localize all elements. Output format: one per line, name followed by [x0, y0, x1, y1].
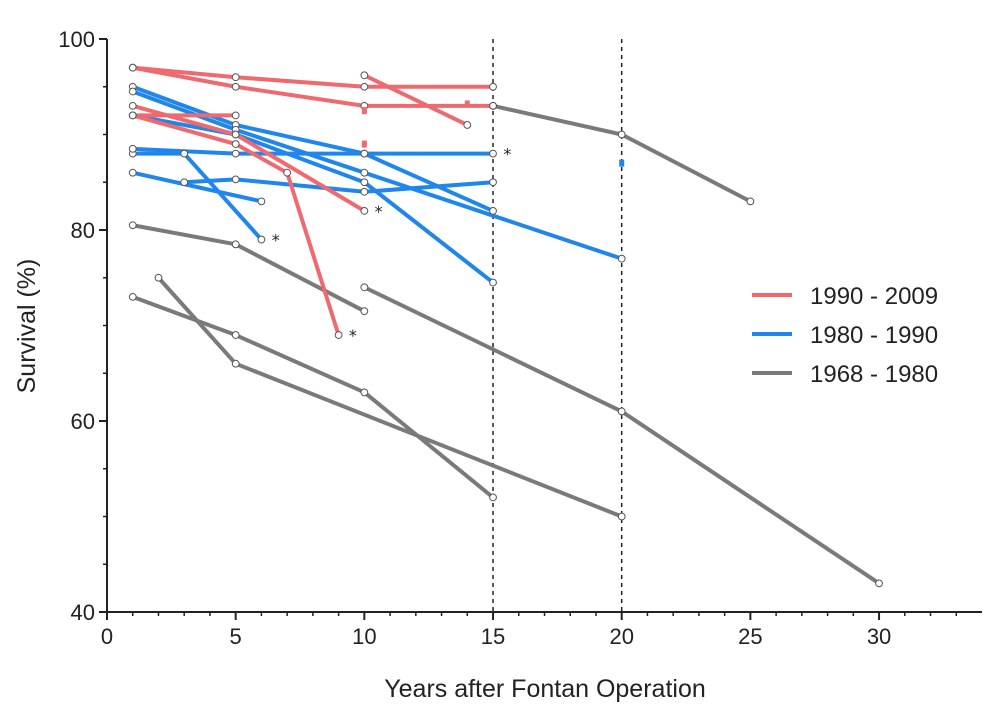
reference-lines	[492, 39, 623, 612]
square-marker-0	[361, 107, 367, 115]
data-point-1-1	[231, 240, 240, 249]
x-tick-label-30: 30	[867, 624, 891, 649]
series-line-16	[130, 113, 341, 338]
data-point-16-1	[231, 140, 240, 148]
data-point-11-3	[489, 178, 497, 187]
legend-label-1: 1980 - 1990	[810, 322, 938, 349]
series-line-12	[130, 65, 496, 89]
x-tick-label-0: 0	[101, 624, 113, 649]
series-line-4	[130, 294, 496, 500]
data-point-4-0	[128, 292, 137, 301]
data-point-4-1	[231, 331, 240, 339]
series-line-5	[130, 84, 496, 213]
data-point-16-2	[283, 168, 292, 177]
data-point-9-0	[128, 168, 137, 177]
data-point-4-2	[360, 388, 369, 397]
legend-label-0: 1990 - 2009	[810, 283, 938, 310]
data-point-17-0	[128, 111, 137, 120]
legend-label-2: 1968 - 1980	[810, 361, 938, 388]
x-tick-label-15: 15	[481, 624, 505, 649]
data-point-0-2	[746, 197, 755, 206]
data-point-10-2	[360, 149, 369, 158]
data-point-12-3	[489, 82, 497, 91]
data-point-11-1	[231, 175, 240, 184]
data-point-2-0	[360, 283, 369, 292]
data-point-7-3	[489, 278, 497, 287]
data-point-6-3	[617, 254, 626, 263]
data-point-2-2	[875, 579, 883, 588]
data-point-1-0	[128, 221, 137, 230]
annotation-layer: * * * *	[272, 145, 512, 345]
data-point-4-3	[489, 493, 497, 502]
asterisk-annotation-2: *	[272, 231, 280, 250]
marker-layer	[361, 100, 625, 167]
data-point-0-1	[617, 130, 626, 139]
series-line-6	[130, 89, 624, 261]
legend: 1990 - 2009 1980 - 1990 1968 - 1980	[752, 283, 938, 388]
data-point-17-1	[231, 111, 240, 120]
series-line-11	[182, 177, 496, 194]
data-point-13-3	[489, 101, 497, 110]
data-point-7-2	[360, 178, 369, 187]
data-point-15-2	[360, 207, 369, 215]
x-tick-label-25: 25	[738, 624, 762, 649]
y-tick-label-40: 40	[71, 600, 95, 625]
data-point-13-1	[231, 82, 240, 91]
data-point-8-2	[257, 235, 266, 244]
data-point-8-1	[180, 149, 189, 158]
data-point-12-2	[360, 82, 369, 91]
x-tick-label-10: 10	[352, 624, 376, 649]
data-point-3-0	[154, 273, 163, 282]
y-tick-label-100: 100	[58, 27, 95, 52]
y-axis-title: Survival (%)	[13, 259, 41, 394]
y-tick-label-80: 80	[71, 218, 95, 243]
square-marker-3	[619, 159, 625, 167]
data-point-11-2	[360, 187, 369, 196]
data-point-10-1	[231, 149, 240, 158]
data-point-13-0	[128, 63, 137, 72]
data-point-15-1	[231, 130, 240, 139]
series-line-3	[156, 275, 624, 519]
data-point-3-1	[231, 359, 240, 368]
data-point-6-2	[360, 168, 369, 177]
axes: 0 5 10 15 20 25 30 40 60 80 100	[58, 27, 982, 649]
x-axis-title: Years after Fontan Operation	[384, 675, 706, 703]
data-point-11-0	[180, 178, 189, 187]
data-points	[128, 63, 883, 588]
x-tick-label-20: 20	[609, 624, 633, 649]
asterisk-annotation-1: *	[375, 202, 383, 221]
asterisk-annotation-3: *	[349, 326, 357, 345]
square-marker-2	[464, 100, 470, 108]
x-tick-label-5: 5	[230, 624, 242, 649]
data-point-10-3	[489, 149, 497, 158]
data-point-15-0	[128, 101, 137, 110]
series-line-9	[130, 170, 264, 204]
data-point-2-1	[617, 407, 626, 416]
data-point-14-0	[360, 71, 369, 80]
y-tick-label-60: 60	[71, 409, 95, 434]
data-point-6-0	[128, 87, 137, 96]
data-point-16-3	[334, 331, 343, 339]
series-line-7	[130, 113, 496, 285]
data-point-10-0	[128, 144, 137, 153]
series-line-1	[130, 223, 367, 314]
series-layer	[128, 63, 883, 588]
data-point-12-1	[231, 73, 240, 82]
data-point-3-2	[617, 512, 626, 521]
data-point-5-3	[489, 207, 497, 215]
series-line-14	[362, 73, 470, 127]
data-point-9-1	[257, 197, 266, 206]
square-marker-1	[361, 140, 367, 148]
data-point-14-1	[463, 121, 472, 129]
asterisk-annotation-0: *	[503, 145, 511, 164]
data-point-1-2	[360, 307, 369, 316]
